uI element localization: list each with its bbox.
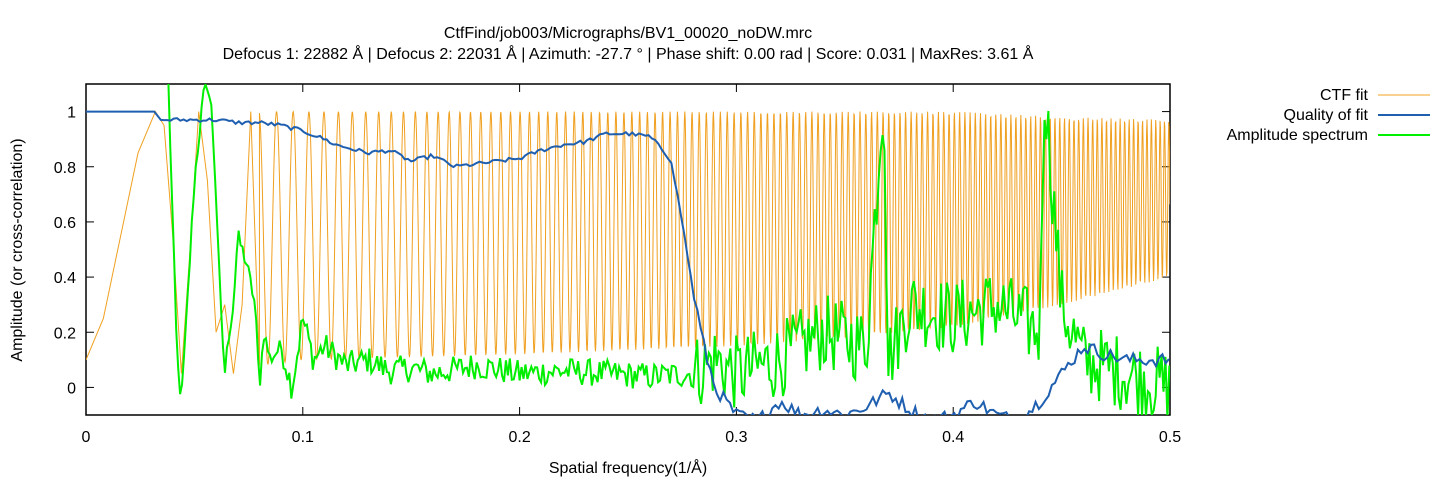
legend-label: CTF fit <box>1320 87 1369 104</box>
legend-label: Quality of fit <box>1284 107 1369 124</box>
x-axis-label: Spatial frequency(1/Å) <box>549 458 707 477</box>
x-tick-label: 0.3 <box>725 429 747 446</box>
x-axis-ticks: 0 0.1 0.2 0.3 0.4 0.5 <box>82 84 1181 446</box>
x-tick-label: 0.2 <box>508 429 530 446</box>
x-tick-label: 0.5 <box>1159 429 1181 446</box>
legend: CTF fit Quality of fit Amplitude spectrum <box>1227 87 1430 144</box>
legend-label: Amplitude spectrum <box>1227 127 1368 144</box>
chart-subtitle: Defocus 1: 22882 Å | Defocus 2: 22031 Å … <box>223 44 1034 63</box>
y-axis-ticks: 0 0.2 0.4 0.6 0.8 1 <box>54 105 1170 397</box>
plot-area <box>85 83 1171 416</box>
y-tick-label: 0.6 <box>54 215 76 232</box>
y-tick-label: 1 <box>67 105 76 122</box>
x-tick-label: 0 <box>82 429 91 446</box>
x-tick-label: 0.4 <box>942 429 964 446</box>
y-tick-label: 0.2 <box>54 325 76 342</box>
x-tick-label: 0.1 <box>292 429 314 446</box>
y-tick-label: 0.8 <box>54 160 76 177</box>
series-quality-of-fit <box>86 110 1170 415</box>
series-layer <box>86 84 1170 415</box>
y-tick-label: 0 <box>67 380 76 397</box>
chart-title: CtfFind/job003/Micrographs/BV1_00020_noD… <box>444 25 812 42</box>
y-tick-label: 0.4 <box>54 270 76 287</box>
y-axis-label: Amplitude (or cross-correlation) <box>9 138 26 361</box>
series-ctf-fit <box>86 110 1170 374</box>
series-amplitude-spectrum <box>167 84 1170 415</box>
